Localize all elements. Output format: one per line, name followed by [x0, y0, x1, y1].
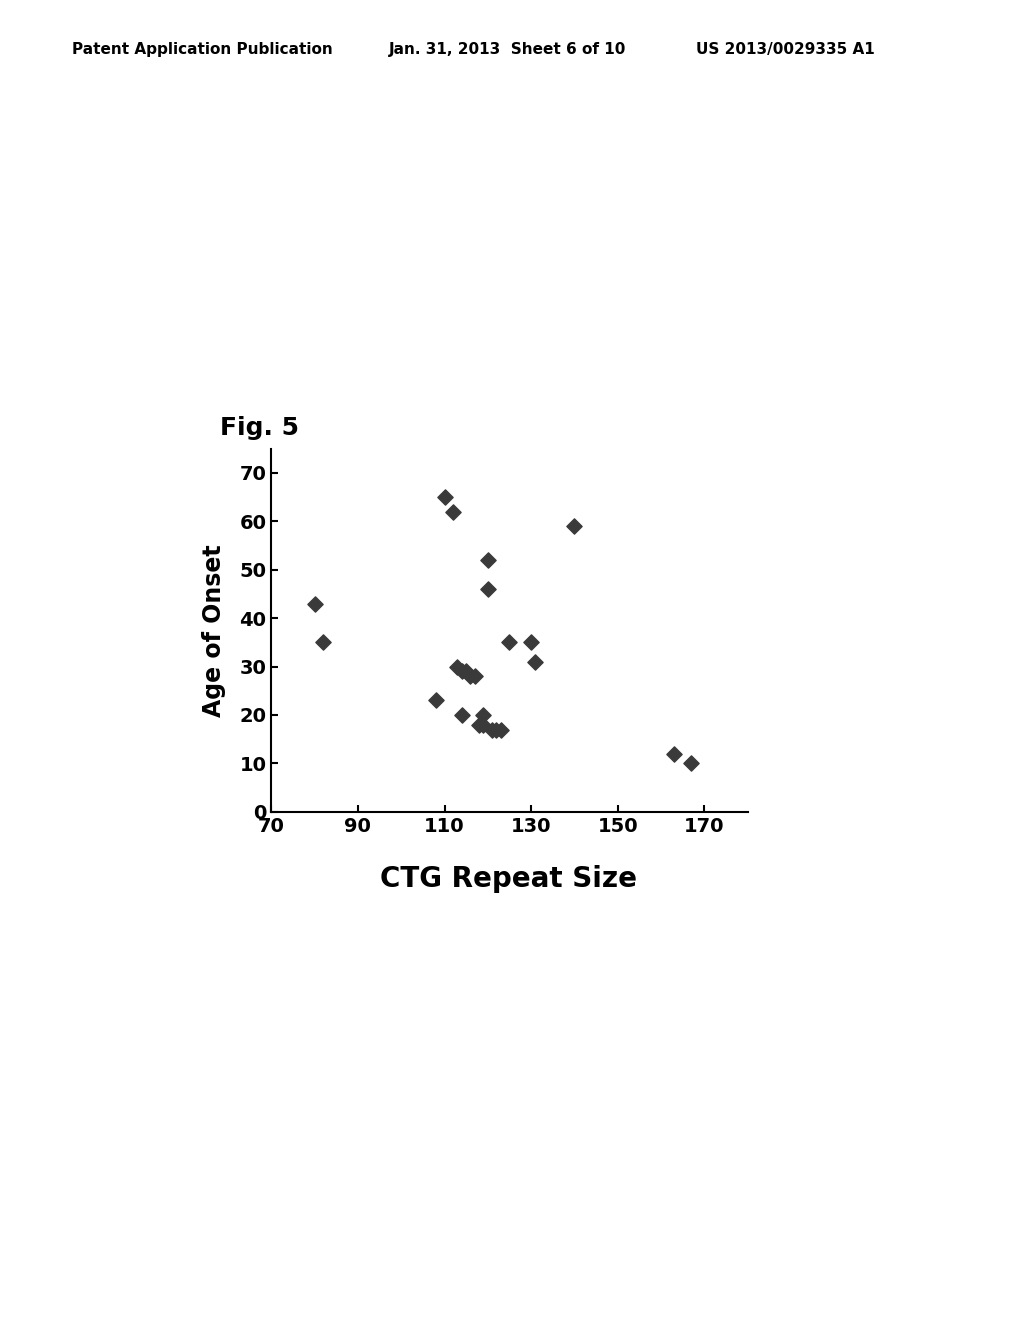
- Point: [306, 593, 323, 614]
- Point: [484, 719, 501, 741]
- Point: [315, 632, 332, 653]
- Point: [445, 502, 462, 523]
- Point: [493, 719, 509, 741]
- Point: [471, 714, 487, 735]
- Point: [502, 632, 518, 653]
- Point: [523, 632, 540, 653]
- Text: Fig. 5: Fig. 5: [220, 416, 299, 440]
- Point: [527, 651, 544, 672]
- Point: [454, 705, 470, 726]
- Text: Jan. 31, 2013  Sheet 6 of 10: Jan. 31, 2013 Sheet 6 of 10: [389, 42, 627, 57]
- Point: [666, 743, 682, 764]
- Text: US 2013/0029335 A1: US 2013/0029335 A1: [696, 42, 876, 57]
- Point: [475, 714, 492, 735]
- Point: [479, 549, 496, 570]
- Point: [462, 665, 478, 686]
- Point: [479, 578, 496, 599]
- Point: [436, 487, 453, 508]
- Y-axis label: Age of Onset: Age of Onset: [202, 544, 225, 717]
- Point: [454, 661, 470, 682]
- Point: [450, 656, 466, 677]
- Point: [566, 516, 583, 537]
- Text: Patent Application Publication: Patent Application Publication: [72, 42, 333, 57]
- Point: [488, 719, 505, 741]
- Point: [683, 752, 699, 774]
- Point: [475, 705, 492, 726]
- Point: [467, 665, 483, 686]
- Text: CTG Repeat Size: CTG Repeat Size: [381, 865, 637, 892]
- Point: [428, 690, 444, 711]
- Point: [458, 661, 474, 682]
